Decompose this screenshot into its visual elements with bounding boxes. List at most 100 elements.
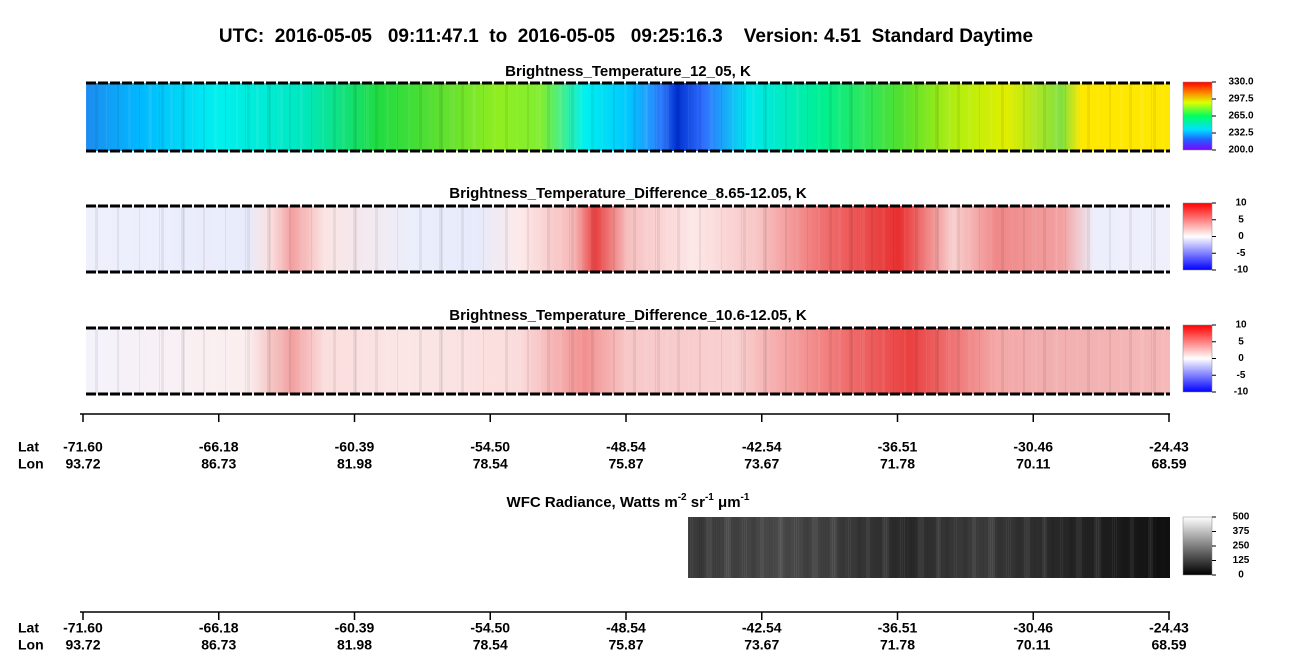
heatmap-streak bbox=[746, 517, 747, 578]
heatmap-streak bbox=[829, 328, 832, 394]
heatmap-streak bbox=[536, 328, 537, 394]
heatmap-streak bbox=[963, 517, 966, 578]
heatmap-streak bbox=[397, 206, 398, 272]
colorbar-tick-label: 10 bbox=[1235, 198, 1247, 209]
heatmap-streak bbox=[472, 83, 475, 151]
heatmap-streak bbox=[1116, 517, 1117, 578]
heatmap-streak bbox=[785, 328, 787, 394]
title-part: WFC Radiance, Watts m bbox=[507, 494, 678, 511]
heatmap-streak bbox=[1017, 517, 1020, 578]
heatmap-streak bbox=[1150, 517, 1153, 578]
heatmap-streak bbox=[86, 83, 87, 151]
heatmap-streak bbox=[743, 206, 746, 272]
heatmap-streak bbox=[635, 206, 636, 272]
heatmap-image bbox=[688, 517, 1170, 578]
heatmap-streak bbox=[946, 328, 947, 394]
heatmap-streak bbox=[225, 83, 226, 151]
heatmap-streak bbox=[474, 328, 476, 394]
heatmap-streak bbox=[690, 517, 691, 578]
heatmap-streak bbox=[751, 517, 754, 578]
heatmap-streak bbox=[161, 83, 164, 151]
heatmap-streak bbox=[752, 206, 754, 272]
heatmap-streak bbox=[483, 206, 484, 272]
heatmap-streak bbox=[203, 83, 205, 151]
heatmap-streak bbox=[375, 83, 377, 151]
heatmap-streak bbox=[1043, 83, 1045, 151]
heatmap-streak bbox=[862, 206, 865, 272]
heatmap-streak bbox=[999, 517, 1001, 578]
heatmap-streak bbox=[851, 328, 853, 394]
heatmap-streak bbox=[333, 206, 336, 272]
title-part: sr bbox=[687, 494, 706, 511]
heatmap-streak bbox=[170, 206, 172, 272]
heatmap-streak bbox=[902, 517, 903, 578]
heatmap-streak bbox=[106, 206, 107, 272]
heatmap-streak bbox=[1043, 328, 1045, 394]
heatmap-streak bbox=[258, 328, 259, 394]
lon-label: 81.98 bbox=[337, 637, 372, 653]
heatmap-streak bbox=[719, 517, 720, 578]
heatmap-streak bbox=[258, 206, 259, 272]
heatmap-streak bbox=[159, 83, 160, 151]
heatmap-streak bbox=[699, 328, 701, 394]
heatmap-streak bbox=[516, 206, 517, 272]
heatmap-streak bbox=[1109, 206, 1111, 272]
heatmap-streak bbox=[744, 517, 745, 578]
heatmap-streak bbox=[710, 517, 712, 578]
heatmap-streak bbox=[893, 328, 894, 394]
heatmap-streak bbox=[868, 517, 870, 578]
heatmap-streak bbox=[247, 206, 250, 272]
lon-label: 75.87 bbox=[608, 637, 643, 653]
heatmap-streak bbox=[677, 83, 680, 151]
heatmap-streak bbox=[1140, 206, 1143, 272]
heatmap-streak bbox=[439, 328, 442, 394]
heatmap-streak bbox=[366, 206, 369, 272]
heatmap-streak bbox=[247, 328, 250, 394]
heatmap-streak bbox=[1054, 83, 1057, 151]
heatmap-streak bbox=[803, 517, 806, 578]
heatmap-streak bbox=[796, 206, 799, 272]
heatmap-streak bbox=[732, 328, 734, 394]
lat-label: -48.54 bbox=[606, 620, 646, 636]
heatmap-streak bbox=[882, 83, 885, 151]
heatmap-streak bbox=[769, 517, 770, 578]
heatmap-streak bbox=[463, 83, 464, 151]
heatmap-streak bbox=[900, 517, 901, 578]
heatmap-streak bbox=[754, 328, 755, 394]
heatmap-streak bbox=[344, 206, 345, 272]
heatmap-streak bbox=[920, 517, 922, 578]
heatmap-streak bbox=[322, 206, 324, 272]
heatmap-streak bbox=[1053, 517, 1055, 578]
heatmap-streak bbox=[1012, 83, 1013, 151]
heatmap-streak bbox=[979, 206, 980, 272]
heatmap-streak bbox=[644, 328, 647, 394]
heatmap-streak bbox=[1062, 517, 1063, 578]
heatmap-streak bbox=[355, 206, 357, 272]
heatmap-streak bbox=[938, 517, 941, 578]
heatmap-streak bbox=[538, 83, 541, 151]
heatmap-streak bbox=[882, 328, 885, 394]
heatmap-streak bbox=[886, 517, 889, 578]
heatmap-streak bbox=[935, 206, 938, 272]
heatmap-streak bbox=[386, 83, 389, 151]
heatmap-streak bbox=[1109, 328, 1111, 394]
heatmap-streak bbox=[979, 517, 980, 578]
heatmap-streak bbox=[375, 328, 377, 394]
lat-label: -30.46 bbox=[1013, 620, 1053, 636]
heatmap-streak bbox=[1023, 206, 1025, 272]
heatmap-streak bbox=[549, 206, 550, 272]
heatmap-streak bbox=[170, 83, 172, 151]
heatmap-streak bbox=[483, 328, 484, 394]
heatmap-streak bbox=[771, 517, 772, 578]
heatmap-streak bbox=[834, 517, 837, 578]
heatmap-streak bbox=[1071, 517, 1074, 578]
heatmap-streak bbox=[807, 83, 808, 151]
heatmap-streak bbox=[735, 517, 737, 578]
heatmap-streak bbox=[972, 517, 974, 578]
heatmap-streak bbox=[843, 517, 845, 578]
heatmap-streak bbox=[871, 206, 873, 272]
heatmap-streak bbox=[1087, 206, 1090, 272]
heatmap-streak bbox=[183, 206, 185, 272]
heatmap-image bbox=[86, 83, 1170, 151]
heatmap-streak bbox=[818, 83, 820, 151]
